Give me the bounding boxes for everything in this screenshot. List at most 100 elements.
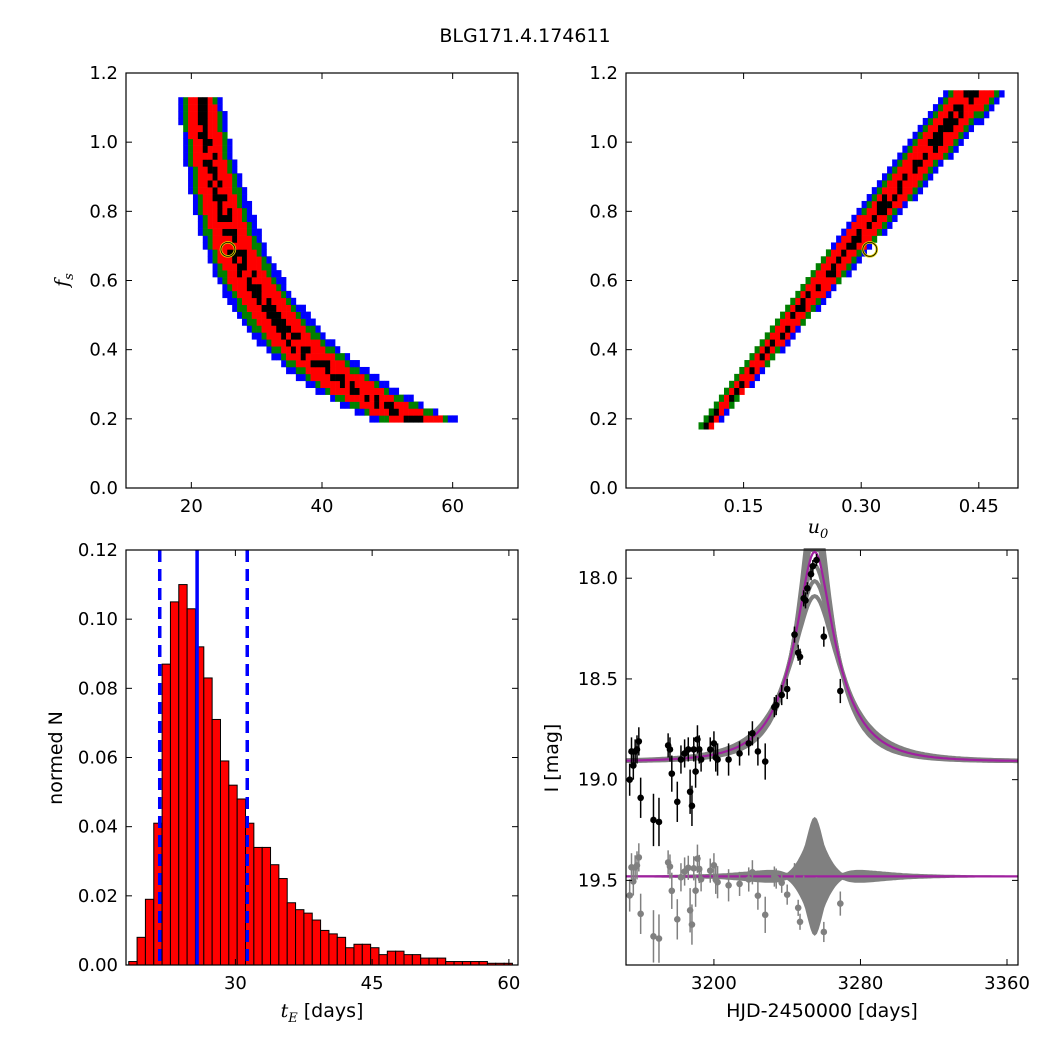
posterior-cell [246, 214, 253, 223]
posterior-cell [369, 408, 375, 416]
data-point [635, 738, 643, 745]
posterior-cell [932, 104, 939, 112]
posterior-cell [335, 366, 341, 375]
posterior-cell [871, 214, 878, 223]
posterior-cell [305, 380, 311, 389]
posterior-cell [932, 124, 939, 133]
posterior-cell [246, 290, 253, 299]
posterior-cell [197, 194, 204, 202]
posterior-cell [907, 152, 913, 160]
posterior-cell [428, 415, 434, 423]
posterior-cell [902, 152, 908, 160]
posterior-cell [246, 256, 253, 264]
posterior-cell [364, 408, 370, 416]
posterior-cell [369, 373, 375, 382]
posterior-cell [325, 373, 331, 382]
posterior-cell [820, 263, 827, 271]
posterior-cell [227, 270, 233, 278]
posterior-cell [364, 366, 370, 375]
posterior-cell [831, 277, 837, 285]
posterior-cell [251, 242, 257, 250]
residual-point [725, 882, 732, 889]
posterior-cell [769, 346, 776, 354]
posterior-cell [261, 318, 267, 326]
posterior-cell [408, 408, 414, 416]
posterior-cell [261, 263, 267, 271]
posterior-cell [938, 104, 944, 112]
posterior-cell [237, 194, 243, 202]
posterior-cell [315, 346, 321, 354]
posterior-cell [897, 152, 903, 160]
posterior-cell [354, 394, 360, 402]
posterior-cell [836, 249, 842, 257]
y-tick-label: 0.8 [89, 201, 118, 222]
posterior-cell [217, 235, 223, 243]
posterior-cell [335, 373, 341, 382]
posterior-cell [305, 332, 311, 340]
posterior-cell [856, 242, 862, 250]
histogram-bar [403, 954, 413, 966]
posterior-cell [188, 187, 194, 195]
posterior-cell [300, 373, 306, 382]
posterior-cell [820, 297, 827, 306]
posterior-cell [290, 304, 297, 312]
residual-point [630, 878, 637, 885]
posterior-cell [212, 117, 218, 126]
x-tick-label: 3200 [691, 973, 737, 994]
panel-fs-vs-u0: 0.15 0.30 0.45 0.0 0.2 0.4 0.6 0.8 1.0 1.2 u0 [589, 63, 1019, 542]
y-tick-label: 0.6 [89, 271, 118, 292]
posterior-cell [207, 228, 213, 236]
posterior-cell [266, 277, 272, 285]
posterior-cell [861, 207, 867, 216]
posterior-cell [197, 104, 204, 112]
posterior-cell [310, 366, 316, 375]
posterior-cell [907, 145, 913, 153]
posterior-cell [938, 159, 944, 167]
posterior-cell [227, 263, 233, 271]
posterior-cell [212, 180, 218, 188]
posterior-cell [349, 373, 355, 382]
posterior-cell [178, 117, 184, 126]
x-tick-label: 0.15 [724, 496, 764, 517]
residual-point [688, 921, 696, 928]
posterior-cell [769, 353, 776, 361]
y-tick-label: 0.10 [78, 609, 118, 630]
posterior-cell [212, 124, 218, 133]
posterior-cell [256, 263, 262, 271]
posterior-cell [266, 256, 272, 264]
posterior-cell [866, 228, 873, 236]
posterior-cell [917, 173, 924, 181]
posterior-cell [197, 145, 204, 153]
posterior-cell [217, 207, 223, 216]
posterior-cell [948, 104, 954, 112]
posterior-cell [192, 166, 199, 174]
posterior-cell [841, 249, 847, 257]
y-tick-label: 1.2 [89, 63, 118, 84]
posterior-cell [344, 380, 351, 389]
posterior-cell [310, 346, 316, 354]
y-tick-label: 0.08 [78, 678, 118, 699]
posterior-cell [183, 131, 189, 140]
posterior-cell [836, 277, 842, 285]
posterior-cell [261, 283, 267, 292]
y-tick-label: 1.0 [89, 132, 118, 153]
posterior-cell [241, 263, 248, 271]
posterior-cell [815, 297, 822, 306]
panel-frame [625, 549, 1019, 966]
figure-title: BLG171.4.174611 [439, 25, 610, 47]
posterior-cell [325, 387, 331, 395]
posterior-cell [232, 180, 238, 188]
posterior-cell [408, 401, 414, 409]
posterior-cell [183, 138, 189, 146]
histogram-bar [286, 902, 297, 966]
posterior-cell [202, 242, 208, 250]
posterior-cell [202, 124, 208, 133]
posterior-cell [384, 394, 390, 402]
histogram-bar [345, 947, 355, 966]
posterior-cell [442, 415, 449, 423]
posterior-cell [887, 200, 893, 209]
posterior-cell [364, 401, 370, 409]
posterior-cell [237, 277, 243, 285]
posterior-cell [978, 97, 985, 105]
posterior-cell [718, 408, 725, 416]
